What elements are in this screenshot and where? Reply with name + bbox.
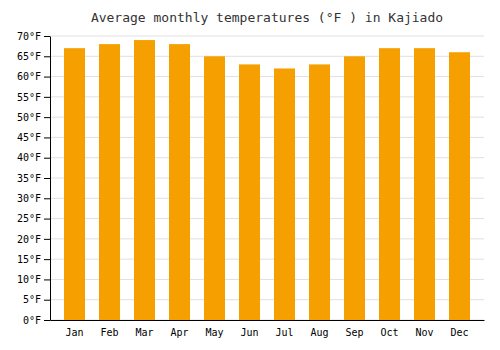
tick: Nov bbox=[415, 327, 433, 338]
tick-label: 65°F bbox=[17, 51, 41, 62]
bar bbox=[204, 56, 225, 320]
title: Average monthly temperatures (°F ) in Ka… bbox=[91, 10, 443, 25]
axis-line bbox=[50, 37, 51, 321]
tick: Mar bbox=[135, 327, 153, 338]
tick-label: Jan bbox=[65, 327, 83, 338]
tick-mark bbox=[44, 259, 50, 260]
tick: 5°F bbox=[23, 294, 50, 305]
bar bbox=[239, 64, 260, 320]
tick-mark bbox=[44, 219, 50, 220]
tick-label: Aug bbox=[310, 327, 328, 338]
bar bbox=[64, 48, 85, 320]
tick-label: Apr bbox=[170, 327, 188, 338]
tick-mark bbox=[44, 97, 50, 98]
tick: 20°F bbox=[17, 234, 50, 245]
tick: 40°F bbox=[17, 152, 50, 163]
tick: Jun bbox=[240, 327, 258, 338]
tick-label: 20°F bbox=[17, 234, 41, 245]
tick: 50°F bbox=[17, 112, 50, 123]
tick: Aug bbox=[310, 327, 328, 338]
y-axis: 0°F 5°F 10°F 15°F 20°F 25°F 30°F 35°F 40°F 45°F 50… bbox=[17, 31, 51, 326]
tick-label: 5°F bbox=[23, 294, 41, 305]
bar bbox=[169, 44, 190, 320]
tick-label: Jul bbox=[275, 327, 293, 338]
tick-label: Mar bbox=[135, 327, 153, 338]
tick-mark bbox=[44, 178, 50, 179]
tick-label: Sep bbox=[345, 327, 363, 338]
bar bbox=[134, 40, 155, 320]
tick-label: 10°F bbox=[17, 274, 41, 285]
tick-label: 25°F bbox=[17, 213, 41, 224]
tick: 15°F bbox=[17, 254, 50, 265]
tick-label: 45°F bbox=[17, 132, 41, 143]
tick: 65°F bbox=[17, 51, 50, 62]
tick: 45°F bbox=[17, 132, 50, 143]
bar bbox=[449, 52, 470, 320]
bar bbox=[274, 68, 295, 320]
bar bbox=[309, 64, 330, 320]
tick: 55°F bbox=[17, 92, 50, 103]
tick-label: 30°F bbox=[17, 193, 41, 204]
tick-label: Dec bbox=[450, 327, 468, 338]
tick-label: 40°F bbox=[17, 152, 41, 163]
tick: Dec bbox=[450, 327, 468, 338]
tick-mark bbox=[44, 56, 50, 57]
tick-label: Feb bbox=[100, 327, 118, 338]
tick: 70°F bbox=[17, 31, 50, 42]
tick-mark bbox=[44, 239, 50, 240]
tick: 25°F bbox=[17, 213, 50, 224]
bar bbox=[99, 44, 120, 320]
tick: Sep bbox=[345, 327, 363, 338]
tick-mark bbox=[44, 137, 50, 138]
tick: 0°F bbox=[23, 315, 50, 326]
grid-line bbox=[50, 36, 484, 37]
tick: Oct bbox=[380, 327, 398, 338]
tick: 35°F bbox=[17, 173, 50, 184]
bar bbox=[344, 56, 365, 320]
tick: Apr bbox=[170, 327, 188, 338]
tick: Jan bbox=[65, 327, 83, 338]
tick-label: 0°F bbox=[23, 315, 41, 326]
tick-mark bbox=[44, 77, 50, 78]
tick-mark bbox=[44, 36, 50, 37]
tick-mark bbox=[44, 320, 50, 321]
bars bbox=[64, 40, 470, 320]
tick-label: 15°F bbox=[17, 254, 41, 265]
tick-mark bbox=[44, 300, 50, 301]
tick-label: Nov bbox=[415, 327, 433, 338]
tick-label: 55°F bbox=[17, 92, 41, 103]
tick: Feb bbox=[100, 327, 118, 338]
tick: 10°F bbox=[17, 274, 50, 285]
tick-label: 50°F bbox=[17, 112, 41, 123]
bar bbox=[379, 48, 400, 320]
chart: 0°F 5°F 10°F 15°F 20°F 25°F 30°F 35°F 40°F 45°F 50… bbox=[0, 0, 500, 350]
tick: Jul bbox=[275, 327, 293, 338]
x-axis: Jan Feb Mar Apr May Jun Jul Aug Sep Oct Nov Dec bbox=[51, 321, 485, 339]
tick: 60°F bbox=[17, 71, 50, 82]
axis-line bbox=[51, 320, 485, 321]
tick-label: May bbox=[205, 327, 223, 338]
tick: May bbox=[205, 327, 223, 338]
tick-mark bbox=[44, 198, 50, 199]
tick: 30°F bbox=[17, 193, 50, 204]
tick-mark bbox=[44, 117, 50, 118]
tick-label: 60°F bbox=[17, 71, 41, 82]
tick-label: 35°F bbox=[17, 173, 41, 184]
tick-mark bbox=[44, 279, 50, 280]
tick-label: Oct bbox=[380, 327, 398, 338]
tick-label: 70°F bbox=[17, 31, 41, 42]
tick-label: Jun bbox=[240, 327, 258, 338]
grid bbox=[50, 36, 484, 320]
bar bbox=[414, 48, 435, 320]
tick-mark bbox=[44, 158, 50, 159]
